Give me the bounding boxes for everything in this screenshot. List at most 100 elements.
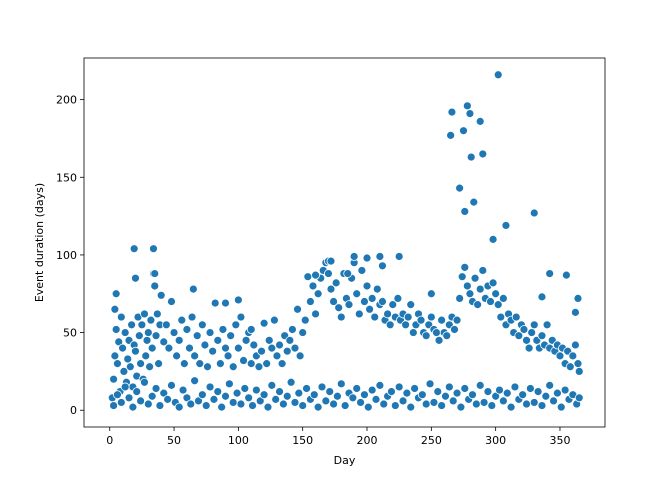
data-point [459, 126, 468, 136]
data-point [200, 340, 210, 350]
data-point [249, 340, 259, 350]
data-point [187, 312, 197, 322]
data-point [120, 382, 130, 392]
data-point [487, 401, 497, 410]
data-point [114, 337, 124, 347]
data-point [514, 331, 524, 341]
data-point [510, 382, 520, 392]
y-axis-ticks: 0 50 100 150 200 [56, 94, 84, 417]
data-point [294, 388, 304, 398]
data-point [460, 207, 470, 216]
data-point [378, 261, 387, 271]
data-point [524, 343, 534, 353]
data-point [426, 312, 436, 322]
data-point [336, 312, 346, 322]
data-point [393, 294, 403, 303]
data-point [285, 335, 295, 345]
data-point [425, 379, 435, 389]
data-point [469, 197, 479, 207]
data-point [519, 325, 529, 334]
data-point [143, 399, 153, 409]
data-point [223, 351, 233, 361]
data-point [429, 398, 439, 407]
data-point [460, 262, 470, 272]
data-point [213, 387, 223, 396]
data-point [573, 294, 583, 303]
data-point [298, 401, 308, 410]
data-point [565, 362, 575, 372]
data-point [410, 384, 420, 393]
data-point [470, 273, 480, 283]
data-point [163, 394, 173, 404]
data-point [197, 320, 207, 330]
data-point [356, 398, 365, 407]
data-point [331, 278, 341, 288]
data-point [116, 312, 126, 322]
data-point [387, 387, 396, 396]
data-point [344, 300, 354, 310]
data-point [186, 399, 196, 409]
data-point [574, 393, 584, 403]
data-point [218, 325, 228, 334]
data-point [313, 289, 323, 299]
data-point [161, 320, 171, 330]
data-point [123, 354, 133, 364]
data-point [311, 270, 320, 280]
y-axis-label: Event duration (days) [33, 183, 46, 302]
data-point [441, 391, 450, 401]
x-tick-label: 350 [549, 434, 570, 447]
data-point [447, 107, 457, 117]
data-point [131, 273, 140, 283]
data-point [309, 390, 319, 400]
data-point [215, 359, 225, 369]
data-point [371, 394, 381, 404]
data-point [450, 325, 459, 334]
data-point [455, 294, 465, 303]
data-point [542, 320, 552, 330]
data-point [468, 390, 477, 400]
data-point [502, 388, 512, 398]
data-point [254, 362, 264, 372]
data-point [188, 284, 198, 294]
data-point [128, 402, 138, 412]
data-point [545, 380, 555, 390]
data-point [491, 391, 501, 401]
data-point [194, 396, 203, 406]
data-point [109, 401, 118, 410]
data-point [417, 390, 427, 400]
data-point [321, 396, 331, 406]
data-point [125, 362, 135, 372]
y-tick-label: 50 [63, 327, 77, 340]
data-point [205, 328, 215, 337]
data-point [460, 384, 470, 393]
data-point [522, 399, 531, 409]
data-point [325, 387, 335, 396]
data-point [131, 346, 140, 356]
data-point [118, 343, 127, 353]
data-point [120, 328, 130, 337]
data-point [240, 384, 250, 393]
data-point [151, 384, 161, 393]
data-point [360, 297, 369, 306]
data-point [378, 297, 387, 306]
data-point [571, 340, 580, 350]
data-point [437, 401, 447, 410]
data-point [208, 346, 218, 356]
data-point [340, 401, 350, 410]
data-point [406, 402, 416, 412]
data-point [343, 269, 353, 278]
data-point [498, 396, 508, 406]
data-point [150, 281, 160, 291]
data-point [295, 351, 305, 361]
x-axis-ticks: 0 50 100 150 200 250 300 350 [106, 427, 570, 447]
data-point [110, 304, 120, 314]
data-point [142, 335, 152, 345]
data-point [269, 315, 279, 325]
data-point [522, 335, 531, 345]
data-point [290, 343, 300, 353]
data-point [143, 328, 153, 337]
data-point [317, 382, 327, 392]
data-point [221, 298, 230, 308]
data-point [127, 320, 137, 330]
